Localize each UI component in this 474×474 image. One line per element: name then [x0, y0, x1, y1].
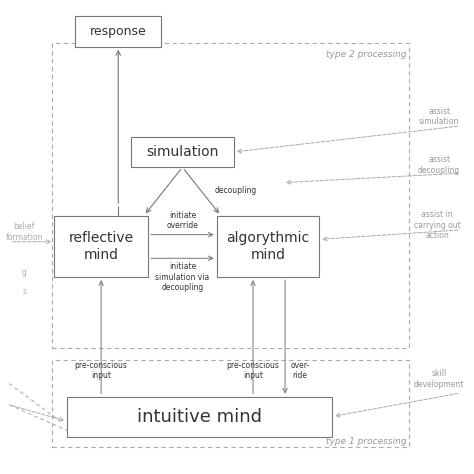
- Bar: [75, 16, 161, 47]
- Text: simulation: simulation: [146, 145, 219, 159]
- Text: pre-conscious
input: pre-conscious input: [227, 361, 280, 381]
- Text: type 1 processing: type 1 processing: [327, 437, 407, 446]
- Bar: [217, 216, 319, 277]
- Text: s: s: [22, 287, 26, 296]
- Text: reflective
mind: reflective mind: [69, 231, 134, 262]
- Text: skill
development: skill development: [414, 369, 464, 389]
- Text: assist
decoupling: assist decoupling: [418, 155, 460, 174]
- Text: type 2 processing: type 2 processing: [327, 50, 407, 59]
- Text: initiate
override: initiate override: [166, 210, 198, 230]
- Text: assist
simulation: assist simulation: [419, 107, 459, 127]
- Text: response: response: [90, 25, 146, 38]
- Bar: [54, 216, 148, 277]
- Text: g: g: [22, 268, 27, 277]
- Text: decoupling: decoupling: [215, 186, 257, 195]
- Bar: [52, 43, 409, 348]
- Text: algorythmic
mind: algorythmic mind: [227, 231, 310, 262]
- Text: pre-conscious
input: pre-conscious input: [75, 361, 128, 381]
- Text: belief
formation: belief formation: [5, 222, 43, 242]
- Text: initiate
simulation via
decoupling: initiate simulation via decoupling: [155, 262, 210, 292]
- Text: assist in
carrying out
action: assist in carrying out action: [414, 210, 460, 240]
- Bar: [52, 360, 409, 447]
- Text: over-
ride: over- ride: [291, 361, 310, 381]
- Bar: [67, 397, 332, 437]
- Text: intuitive mind: intuitive mind: [137, 408, 262, 426]
- Bar: [131, 137, 234, 167]
